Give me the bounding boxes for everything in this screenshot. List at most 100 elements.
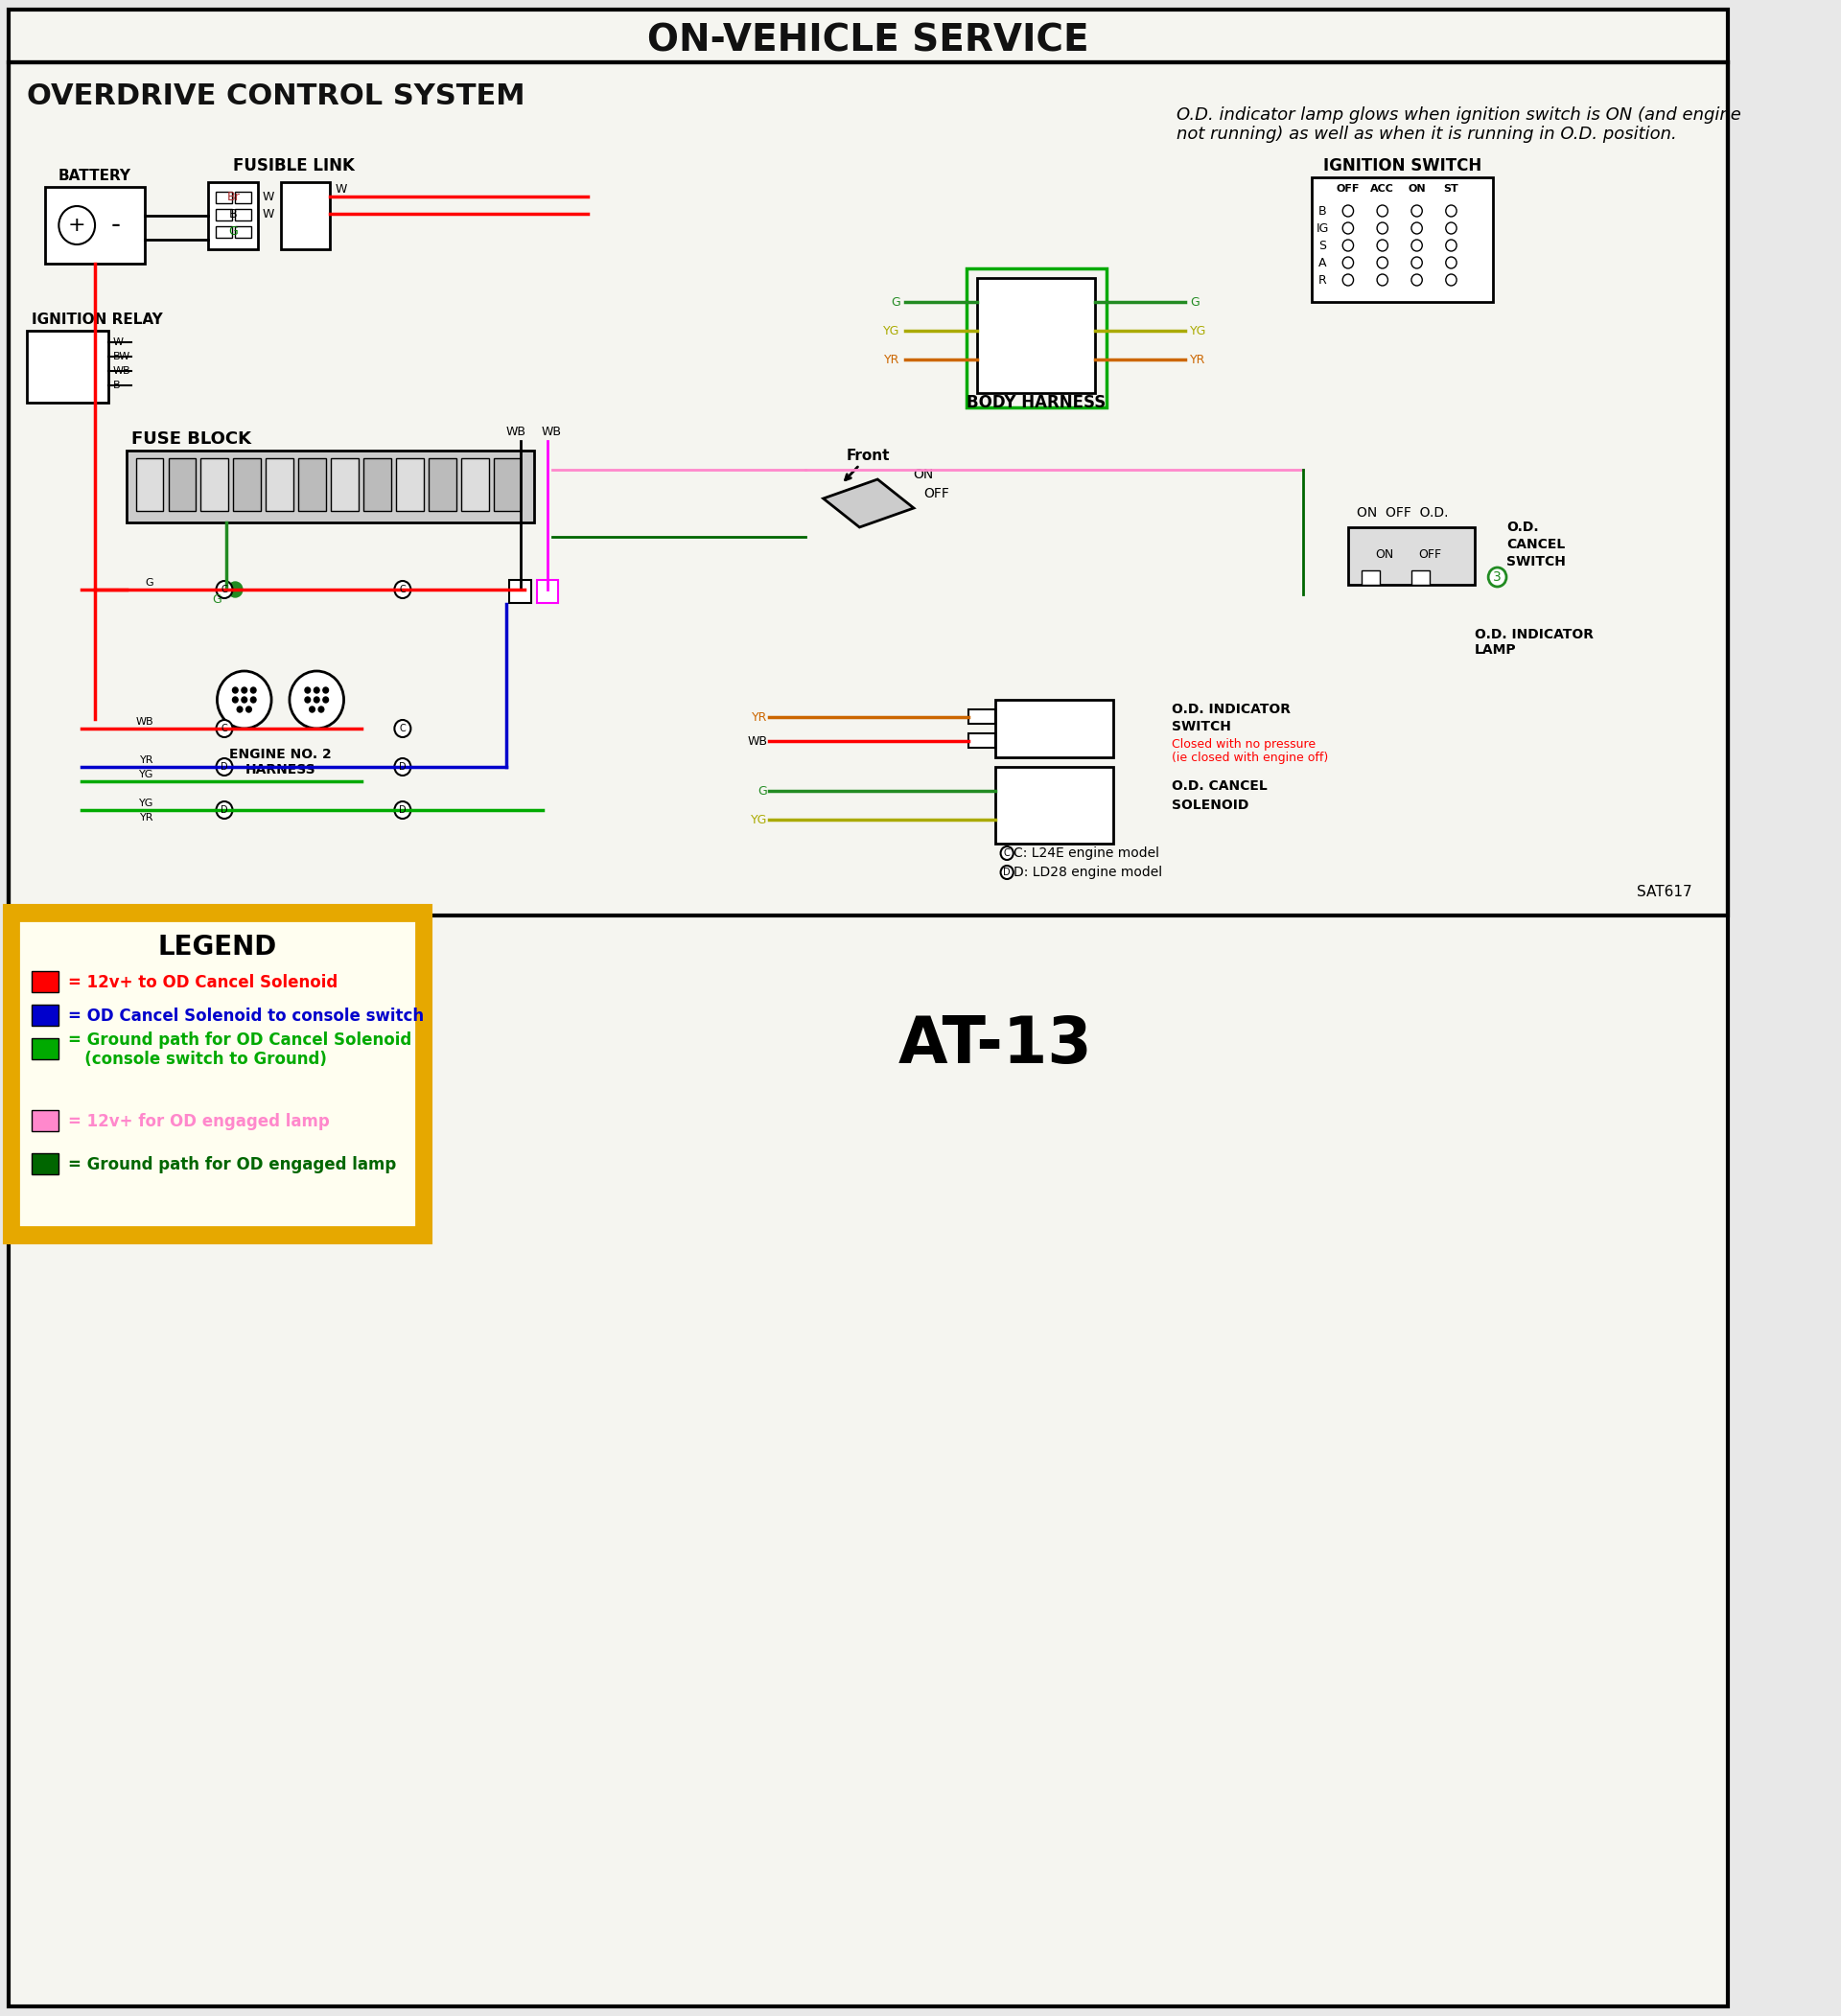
- Text: WB: WB: [112, 367, 131, 375]
- Text: = Ground path for OD engaged lamp: = Ground path for OD engaged lamp: [68, 1155, 396, 1173]
- Text: YG: YG: [140, 798, 155, 808]
- Circle shape: [215, 720, 232, 738]
- Circle shape: [1488, 569, 1506, 587]
- Text: IG: IG: [1316, 222, 1329, 234]
- Bar: [365, 458, 390, 510]
- Text: D: D: [221, 804, 228, 814]
- Text: IGNITION RELAY: IGNITION RELAY: [31, 312, 162, 327]
- Circle shape: [232, 698, 237, 704]
- Text: G: G: [758, 784, 768, 796]
- Circle shape: [1002, 865, 1013, 879]
- Circle shape: [315, 687, 318, 694]
- Bar: [215, 226, 232, 238]
- Bar: [208, 181, 258, 250]
- Bar: [168, 458, 195, 510]
- Text: YG: YG: [751, 812, 768, 827]
- Text: (ie closed with engine off): (ie closed with engine off): [1171, 752, 1327, 764]
- Bar: [28, 331, 109, 403]
- Circle shape: [1002, 847, 1013, 861]
- Bar: [996, 700, 1112, 758]
- Text: ENGINE NO. 2
HARNESS: ENGINE NO. 2 HARNESS: [230, 748, 331, 776]
- Circle shape: [250, 698, 256, 704]
- Circle shape: [1377, 274, 1388, 286]
- Circle shape: [318, 706, 324, 712]
- Circle shape: [322, 698, 328, 704]
- Text: G: G: [891, 296, 900, 308]
- Text: W: W: [263, 190, 274, 204]
- Bar: [967, 268, 1106, 407]
- Circle shape: [1445, 222, 1456, 234]
- Text: ST: ST: [1443, 183, 1458, 194]
- Text: OFF: OFF: [924, 488, 950, 500]
- Text: C: C: [221, 585, 228, 595]
- Circle shape: [1412, 274, 1423, 286]
- Bar: [1348, 528, 1475, 585]
- Bar: [978, 278, 1095, 393]
- Text: = Ground path for OD Cancel Solenoid
   (console switch to Ground): = Ground path for OD Cancel Solenoid (co…: [68, 1030, 411, 1068]
- Circle shape: [1342, 240, 1353, 252]
- Circle shape: [394, 720, 411, 738]
- Circle shape: [1412, 206, 1423, 216]
- Bar: [234, 458, 261, 510]
- Text: W: W: [263, 208, 274, 220]
- Text: BATTERY: BATTERY: [59, 167, 131, 183]
- Text: ACC: ACC: [1370, 183, 1394, 194]
- Circle shape: [306, 687, 311, 694]
- Bar: [31, 972, 59, 992]
- Text: BODY HARNESS: BODY HARNESS: [967, 393, 1106, 411]
- Bar: [280, 181, 330, 250]
- Text: BW: BW: [112, 353, 131, 361]
- Text: WB: WB: [506, 425, 527, 437]
- Text: B: B: [1318, 206, 1327, 218]
- Circle shape: [394, 758, 411, 776]
- Text: -: -: [110, 212, 122, 238]
- Text: LEGEND: LEGEND: [158, 933, 276, 960]
- Bar: [265, 458, 293, 510]
- Circle shape: [394, 581, 411, 599]
- Circle shape: [322, 687, 328, 694]
- Bar: [46, 187, 145, 264]
- Bar: [31, 1111, 59, 1131]
- Text: ON: ON: [1408, 183, 1425, 194]
- Circle shape: [1342, 206, 1353, 216]
- Circle shape: [241, 698, 247, 704]
- Circle shape: [1412, 240, 1423, 252]
- Text: WB: WB: [541, 425, 562, 437]
- Bar: [1313, 177, 1493, 302]
- Text: SWITCH: SWITCH: [1171, 720, 1232, 734]
- Text: YR: YR: [140, 756, 155, 764]
- Bar: [536, 581, 558, 603]
- Text: ON: ON: [1375, 548, 1394, 560]
- Text: G: G: [212, 593, 221, 605]
- Bar: [31, 1038, 59, 1058]
- Bar: [9, 62, 1729, 915]
- Circle shape: [217, 671, 271, 728]
- Text: C: C: [1003, 849, 1011, 859]
- Circle shape: [306, 698, 311, 704]
- Circle shape: [1445, 256, 1456, 268]
- Polygon shape: [823, 480, 913, 528]
- Text: YR: YR: [140, 812, 155, 823]
- Text: = OD Cancel Solenoid to console switch: = OD Cancel Solenoid to console switch: [68, 1008, 423, 1024]
- Text: YR: YR: [751, 712, 768, 724]
- Text: O.D. CANCEL: O.D. CANCEL: [1171, 780, 1267, 792]
- Text: G: G: [228, 226, 237, 238]
- Text: = 12v+ for OD engaged lamp: = 12v+ for OD engaged lamp: [68, 1113, 330, 1131]
- Text: C: L24E engine model: C: L24E engine model: [1013, 847, 1160, 861]
- Circle shape: [1412, 222, 1423, 234]
- Text: G: G: [1189, 296, 1198, 308]
- Bar: [215, 210, 232, 220]
- Circle shape: [1377, 206, 1388, 216]
- Circle shape: [237, 706, 243, 712]
- Circle shape: [228, 583, 243, 597]
- Text: S: S: [1318, 240, 1327, 252]
- Text: D: D: [221, 762, 228, 772]
- Text: AT-13: AT-13: [898, 1014, 1092, 1077]
- Bar: [996, 766, 1112, 843]
- Text: +: +: [68, 216, 87, 236]
- FancyBboxPatch shape: [18, 919, 416, 1228]
- Bar: [510, 581, 530, 603]
- Circle shape: [250, 687, 256, 694]
- Text: C: C: [221, 724, 228, 734]
- Circle shape: [1412, 256, 1423, 268]
